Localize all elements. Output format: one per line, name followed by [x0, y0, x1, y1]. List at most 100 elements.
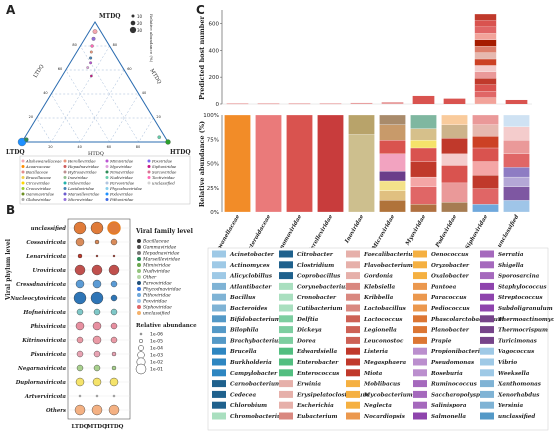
row-label: Artverviricota — [24, 394, 67, 400]
family-legend-swatch — [137, 251, 141, 255]
host-bar — [288, 103, 311, 105]
legend-swatch — [21, 198, 25, 201]
abundance-segment — [410, 128, 437, 141]
legend-swatch — [279, 315, 293, 323]
abundance-segment — [472, 124, 499, 137]
tick-label-right: 80 — [113, 43, 117, 47]
legend-label: Parvoviridae — [109, 181, 135, 186]
legend-swatch — [279, 282, 293, 290]
abundance-segment — [379, 140, 406, 154]
legend-swatch — [21, 176, 25, 179]
legend-swatch — [147, 181, 151, 185]
row-label: Others — [46, 408, 66, 414]
abundance-dot — [77, 253, 83, 259]
legend-label: Citrobacter — [297, 252, 334, 258]
apex-label-top: MTDQ — [99, 13, 121, 20]
legend-swatch — [279, 304, 293, 312]
host-bar — [257, 103, 280, 105]
tick-label-bottom: 20 — [48, 145, 52, 149]
legend-label: Roseburia — [430, 371, 463, 377]
abundance-segment — [441, 138, 468, 154]
legend-label: Sarcoviridae — [152, 170, 177, 175]
legend-swatch — [346, 304, 360, 312]
legend-swatch — [212, 293, 226, 301]
legend-label: Poxviridae — [151, 159, 173, 164]
legend-label: Bacteroides — [229, 306, 268, 312]
legend-swatch — [212, 369, 226, 377]
panel-label-a: A — [6, 3, 16, 17]
legend-label: Bilophila — [229, 328, 259, 334]
abundance-segment — [503, 186, 530, 201]
legend-label: Cronobacter — [297, 295, 337, 301]
row-label: Pisuviricota — [30, 352, 67, 358]
legend-swatch — [212, 347, 226, 355]
legend-label: Lavidaviridae — [67, 186, 95, 191]
family-point — [90, 74, 93, 78]
legend-swatch — [279, 401, 293, 409]
legend-swatch — [63, 192, 67, 196]
abundance-dot — [92, 321, 102, 331]
ternary-gridline — [109, 93, 140, 143]
row-label: Cossaviricota — [26, 240, 66, 246]
abundance-segment — [379, 200, 406, 213]
legend-label: Corynebacterium — [297, 284, 351, 290]
family-legend-swatch — [137, 239, 141, 243]
legend-label: Brachybacterium — [229, 338, 284, 344]
abundance-segment — [503, 176, 530, 187]
panel-label-b: B — [6, 203, 15, 217]
legend-swatch — [413, 282, 427, 290]
legend-label: Gammaviridae — [26, 192, 55, 197]
legend-label: Clostridium — [297, 263, 334, 269]
legend-label: Dorea — [296, 338, 316, 344]
abundance-segment — [410, 186, 437, 205]
abundance-segment — [379, 190, 406, 201]
legend-swatch — [346, 347, 360, 355]
legend-swatch — [480, 272, 494, 280]
abundance-segment — [441, 165, 468, 184]
legend-swatch — [346, 336, 360, 344]
legend-label: Gordonia — [364, 274, 393, 280]
abundance-dot — [111, 365, 117, 371]
tick-label-right: 40 — [142, 91, 146, 95]
abundance-dot — [110, 238, 118, 246]
family-point — [157, 135, 161, 139]
legend-label: Escherichia — [296, 403, 334, 409]
abundance-segment — [503, 140, 530, 154]
legend-label: Bacillaceae — [25, 170, 49, 175]
abundance-dot — [73, 221, 87, 235]
legend-swatch — [212, 272, 226, 280]
family-legend-label: Other — [143, 275, 157, 281]
abundance-segment — [410, 114, 437, 129]
legend-swatch — [105, 159, 109, 163]
legend-label: Pediococcus — [430, 306, 470, 312]
family-legend-label: Pithoviridae — [142, 293, 171, 299]
abundance-segment — [255, 114, 282, 213]
size-legend-label: 1e-06 — [150, 332, 163, 338]
legend-label: Edwardsiella — [296, 349, 338, 355]
legend-label: Lactococcus — [363, 317, 403, 323]
host-bar-segment — [474, 78, 497, 85]
abundance-dot — [76, 336, 84, 344]
legend-swatch — [346, 315, 360, 323]
legend-swatch — [480, 347, 494, 355]
size-legend-dot — [131, 14, 135, 18]
legend-label: Neglecta — [363, 403, 392, 409]
host-bar — [226, 103, 249, 105]
row-label: Duplornaviricota — [15, 380, 67, 386]
abundance-segment — [410, 147, 437, 162]
legend-swatch — [279, 272, 293, 280]
legend-label: Hytrosaviridae — [67, 170, 97, 175]
abundance-dot — [76, 350, 84, 358]
legend-swatch — [480, 304, 494, 312]
bacteria-genus-legend: Acinetobacter Actinomyces Alicyclobillus At… — [207, 247, 554, 431]
abundance-segment — [472, 136, 499, 149]
legend-label: Turicimonas — [498, 338, 538, 344]
host-bar-segment — [474, 97, 497, 105]
legend-swatch — [279, 390, 293, 398]
host-bar — [381, 102, 404, 104]
legend-label: Alicyclobillus — [229, 274, 273, 280]
family-point — [165, 139, 171, 145]
abundance-dot — [78, 394, 82, 398]
legend-label: Faecalibacterium — [363, 252, 418, 258]
family-legend-swatch — [137, 245, 141, 249]
